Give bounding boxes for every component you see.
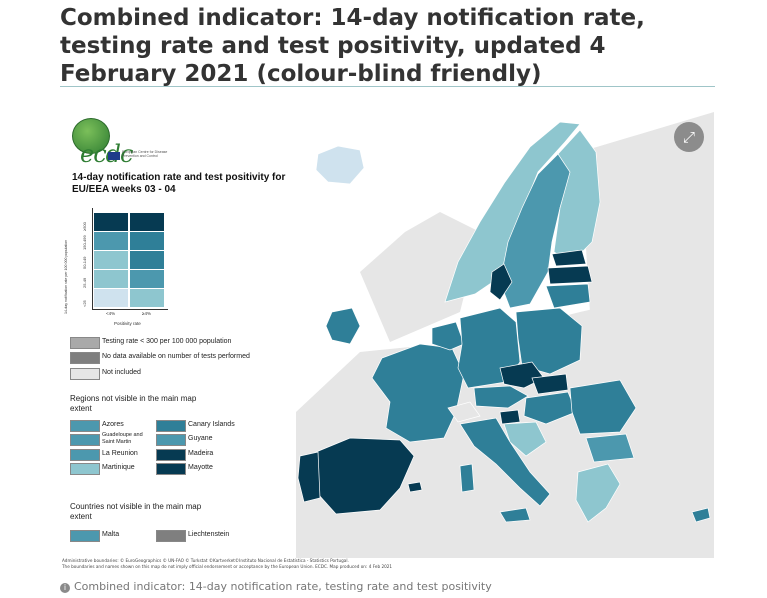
ecdc-logo: ecdc	[80, 140, 133, 168]
credit-line: The boundaries and names shown on this m…	[62, 564, 393, 569]
legend-swatch	[70, 434, 100, 446]
region-poland	[515, 307, 583, 375]
matrix-x-tick: <4%	[106, 311, 116, 316]
matrix-cell	[130, 251, 164, 269]
countries-title: Countries not visible in the main map ex…	[70, 502, 202, 521]
region-slovenia	[499, 409, 521, 425]
matrix-y-axis	[92, 208, 93, 310]
eu-flag-icon	[108, 152, 120, 160]
legend-label: Malta	[102, 531, 120, 538]
matrix-cell	[130, 232, 164, 250]
matrix-x-tick: ≥4%	[142, 311, 151, 316]
figure-caption: i Combined indicator: 14-day notification…	[60, 580, 492, 593]
region-denmark	[489, 263, 513, 301]
legend-swatch	[70, 352, 100, 364]
legend-swatch	[156, 463, 186, 475]
legend-swatch	[70, 449, 100, 461]
legend-swatch	[70, 530, 100, 542]
region-balearics	[407, 481, 423, 493]
legend-label: Not included	[102, 369, 141, 376]
legend-swatch	[70, 337, 100, 349]
legend-swatch	[70, 420, 100, 432]
expand-arrows-icon: ⤢	[682, 128, 695, 146]
region-latvia	[547, 265, 593, 285]
legend-swatch	[70, 368, 100, 380]
matrix-y-tick: 25-49	[82, 277, 87, 288]
expand-button[interactable]: ⤢	[674, 122, 704, 152]
region-portugal	[297, 451, 321, 503]
region-greece	[575, 463, 621, 523]
matrix-cell	[94, 289, 128, 307]
matrix-cell	[130, 213, 164, 231]
matrix-y-tick: 150-499	[82, 235, 87, 250]
colour-matrix	[94, 213, 164, 307]
region-cyprus	[691, 507, 711, 523]
legend-label: Martinique	[102, 464, 135, 471]
legend-swatch	[156, 420, 186, 432]
region-austria	[473, 385, 529, 409]
region-sicily	[499, 507, 531, 523]
matrix-y-tick: ≥500	[82, 222, 87, 231]
matrix-cell	[94, 270, 128, 288]
ecdc-logo-globe	[72, 118, 110, 154]
matrix-y-tick: <25	[82, 300, 87, 307]
legend-label: Mayotte	[188, 464, 213, 471]
region-romania	[569, 379, 637, 435]
matrix-cell	[94, 213, 128, 231]
info-icon: i	[60, 583, 70, 593]
matrix-cell	[94, 232, 128, 250]
region-ireland	[325, 307, 361, 345]
matrix-x-axis-label: Positivity rate	[114, 321, 141, 326]
matrix-y-axis-label: 14-day notification rate per 100 000 pop…	[64, 239, 68, 314]
legend-swatch	[70, 463, 100, 475]
region-lithuania	[545, 283, 591, 309]
legend-swatch	[156, 449, 186, 461]
region-croatia	[503, 421, 547, 457]
caption-text: Combined indicator: 14-day notification …	[74, 580, 492, 593]
ecdc-logo-subtitle: European Centre for Disease Prevention a…	[122, 150, 168, 158]
region-italy	[459, 417, 551, 507]
region-spain	[315, 437, 415, 515]
legend-label: Canary Islands	[188, 421, 235, 428]
region-bulgaria	[585, 433, 635, 463]
region-sardinia	[459, 463, 475, 493]
legend-swatch	[156, 530, 186, 542]
credit-line: Administrative boundaries: © EuroGeograp…	[62, 558, 349, 563]
matrix-cell	[130, 270, 164, 288]
matrix-x-axis	[92, 309, 168, 310]
region-iceland	[315, 145, 365, 185]
region-switzerland	[447, 401, 481, 423]
title-divider	[60, 86, 715, 87]
map-legend: ecdc European Centre for Disease Prevent…	[60, 112, 296, 558]
legend-label: Liechtenstein	[188, 531, 230, 538]
region-hungary	[523, 391, 577, 425]
legend-label: Guadeloupe and Saint Martin	[102, 432, 143, 445]
region-benelux	[431, 321, 465, 351]
matrix-cell	[94, 251, 128, 269]
page-title: Combined indicator: 14-day notification …	[60, 5, 645, 87]
legend-swatch	[156, 434, 186, 446]
region-estonia	[551, 249, 587, 267]
legend-label: No data available on number of tests per…	[102, 353, 250, 360]
legend-label: Guyane	[188, 435, 213, 442]
legend-title: 14-day notification rate and test positi…	[72, 172, 286, 195]
europe-map	[60, 112, 714, 558]
legend-label: Madeira	[188, 450, 214, 457]
legend-label: La Reunion	[102, 450, 138, 457]
matrix-cell	[130, 289, 164, 307]
matrix-y-tick: 50-149	[82, 256, 87, 269]
region-slovakia	[531, 373, 569, 395]
legend-label: Azores	[102, 421, 124, 428]
legend-label: Testing rate < 300 per 100 000 populatio…	[102, 338, 232, 345]
map-figure: ⤢ ecdc European Centre for Disease Preve…	[60, 112, 714, 558]
regions-title: Regions not visible in the main map exte…	[70, 394, 197, 413]
